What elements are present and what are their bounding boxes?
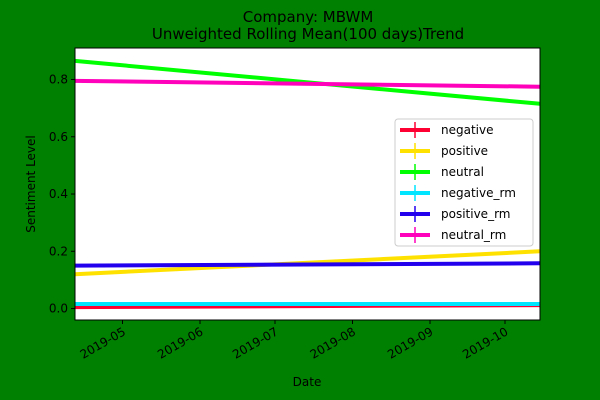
legend-label-neutral: neutral (441, 165, 484, 179)
legend-label-neutral-rm: neutral_rm (441, 228, 506, 242)
x-axis: 2019-05 2019-06 2019-07 2019-08 2019-09 2019-… (78, 320, 511, 362)
y-axis-label: Sentiment Level (24, 135, 38, 233)
legend: negative positive neutral negative_rmpositi… (394, 118, 534, 247)
x-tick-label: 2019-07 (230, 324, 280, 361)
x-axis-label: Date (293, 375, 322, 389)
y-tick-label: 0.4 (49, 187, 68, 201)
plot-frame (74, 47, 541, 321)
legend-label-negative-rm: negative_rm (441, 186, 516, 200)
legend-box (394, 118, 534, 247)
series-line-neutral-rm (74, 78, 541, 89)
chart-subtitle: Unweighted Rolling Mean(100 days)Trend (152, 25, 464, 43)
legend-label-negative: negative (441, 123, 493, 137)
chart-title: Company: MBWM (243, 8, 374, 26)
y-axis: 0.0 0.2 0.4 0.6 0.8 (49, 72, 75, 316)
x-tick-label: 2019-05 (78, 324, 128, 361)
x-tick-label: 2019-06 (155, 324, 205, 361)
y-tick-label: 0.0 (49, 302, 68, 316)
x-tick-label: 2019-09 (385, 324, 435, 361)
x-tick-label: 2019-10 (460, 324, 510, 361)
legend-label-positive: positive (441, 144, 488, 158)
y-tick-label: 0.6 (49, 130, 68, 144)
legend-label-positive-rm: positive_rm (441, 207, 510, 221)
y-tick-label: 0.8 (49, 72, 68, 86)
y-tick-label: 0.2 (49, 244, 68, 258)
x-tick-label: 2019-08 (308, 324, 358, 361)
series-layer (74, 58, 541, 310)
series-line-positive-rm (74, 261, 541, 268)
